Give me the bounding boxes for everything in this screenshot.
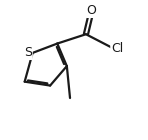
Text: S: S [24,46,32,59]
Text: O: O [87,4,96,17]
Text: Cl: Cl [111,42,123,55]
